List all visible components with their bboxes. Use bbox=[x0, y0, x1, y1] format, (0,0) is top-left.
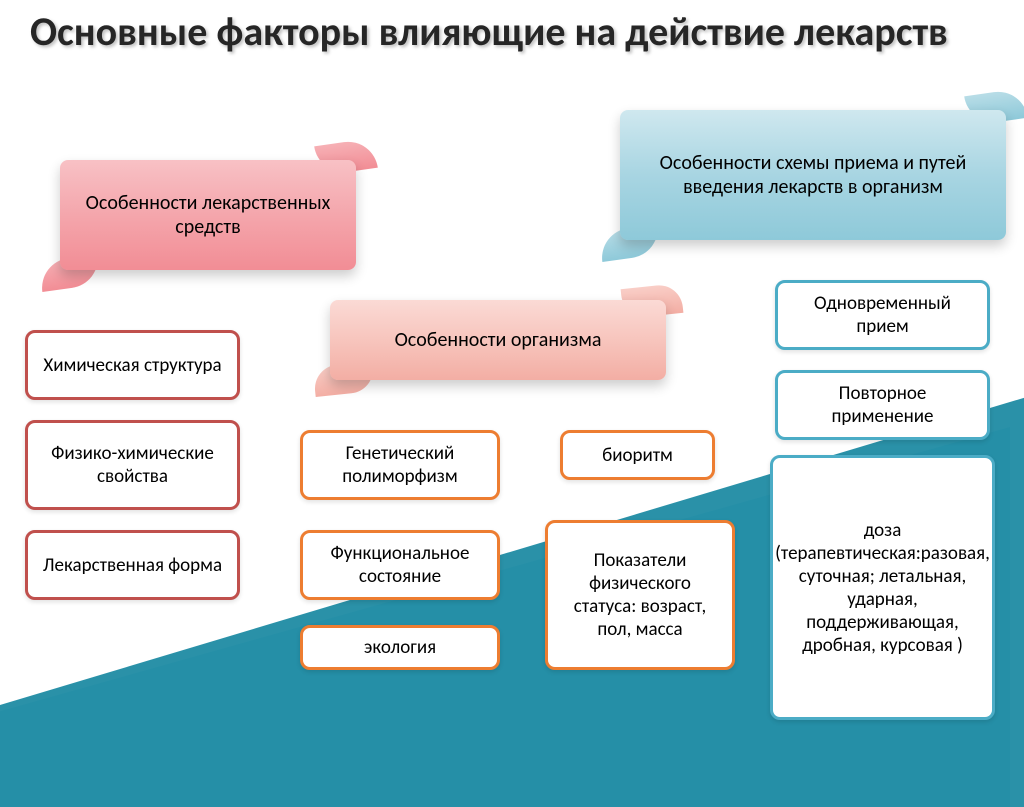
banner-drug-features: Особенности лекарственных средств bbox=[60, 160, 356, 270]
factor-box-1: Физико-химические свойства bbox=[25, 420, 240, 510]
factor-box-10: доза (терапевтическая:разовая, суточная;… bbox=[770, 455, 995, 720]
banner-organism-features: Особенности организма bbox=[330, 300, 666, 380]
factor-box-9: Повторное применение bbox=[775, 370, 990, 440]
factor-box-2: Лекарственная форма bbox=[25, 530, 240, 600]
factor-box-5: Функциональное состояние bbox=[300, 530, 500, 600]
factor-box-8: Одновременный прием bbox=[775, 280, 990, 350]
factor-box-4: биоритм bbox=[560, 430, 715, 480]
page-title: Основные факторы влияющие на действие ле… bbox=[30, 10, 948, 54]
factor-box-0: Химическая структура bbox=[25, 330, 240, 400]
banner-scheme-features: Особенности схемы приема и путей введени… bbox=[620, 110, 1006, 240]
factor-box-3: Генетический полиморфизм bbox=[300, 430, 500, 500]
factor-box-6: Показатели физического статуса: возраст,… bbox=[545, 520, 735, 670]
factor-box-7: экология bbox=[300, 625, 500, 670]
